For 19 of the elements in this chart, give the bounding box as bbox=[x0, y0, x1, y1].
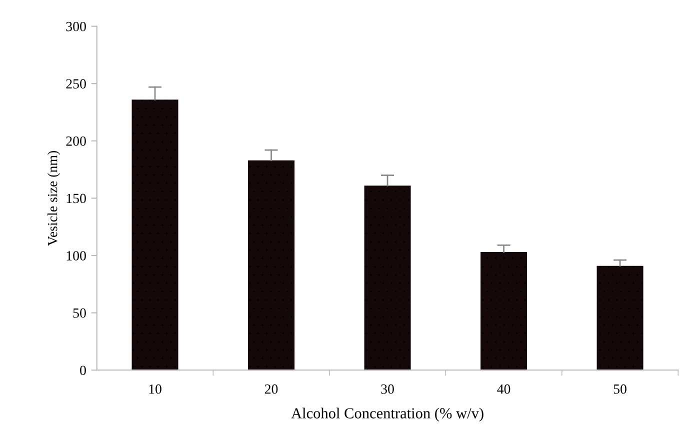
x-tick-label: 50 bbox=[614, 384, 626, 394]
y-tick-label: 150 bbox=[66, 194, 86, 204]
x-tick-label: 20 bbox=[264, 384, 278, 394]
x-axis-title: Alcohol Concentration (% w/v) bbox=[291, 408, 484, 422]
bar bbox=[596, 266, 644, 370]
y-tick-label: 0 bbox=[80, 366, 86, 376]
y-axis-title: Vesicle size (nm) bbox=[47, 150, 60, 246]
bar bbox=[248, 160, 295, 370]
x-tick-label: 40 bbox=[497, 384, 510, 394]
y-tick-label: 200 bbox=[66, 136, 86, 146]
bar bbox=[132, 100, 178, 370]
y-tick-label: 50 bbox=[73, 308, 86, 318]
x-tick-label: 30 bbox=[381, 384, 394, 394]
bar bbox=[364, 186, 411, 370]
y-tick-label: 100 bbox=[66, 251, 86, 260]
x-tick-label: 10 bbox=[149, 384, 162, 394]
y-tick-label: 300 bbox=[66, 22, 86, 32]
bar bbox=[480, 252, 528, 370]
y-tick-label: 250 bbox=[66, 79, 86, 89]
